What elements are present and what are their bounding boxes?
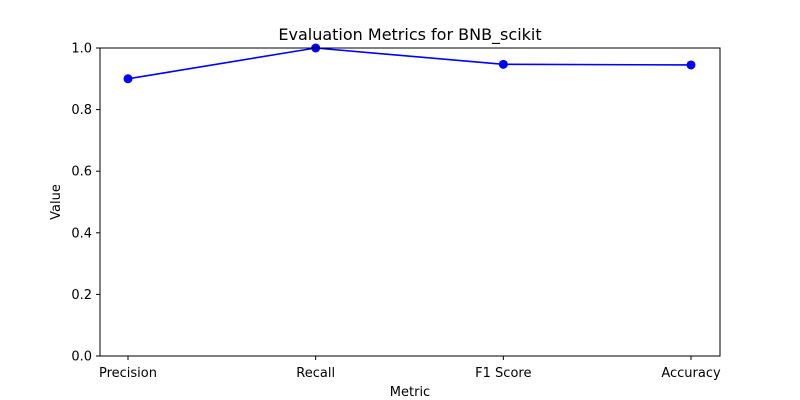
y-tick-label: 0.8: [71, 103, 92, 118]
y-tick-label: 0.4: [71, 226, 92, 241]
y-axis-label: Value: [49, 184, 64, 220]
y-tick-label: 1.0: [71, 42, 92, 57]
x-axis-ticks: Precision Recall F1 Score Accuracy: [99, 356, 721, 381]
x-tick-label: F1 Score: [475, 366, 531, 381]
x-tick-label: Recall: [296, 366, 335, 381]
x-axis-label: Metric: [390, 385, 430, 400]
data-point-precision: [123, 74, 133, 84]
plot-frame: [99, 47, 721, 357]
y-axis-ticks: 0.0 0.2 0.4 0.6 0.8 1.0: [71, 42, 100, 365]
series-line: [127, 47, 692, 80]
y-tick-label: 0.0: [71, 350, 92, 365]
x-tick-label: Precision: [99, 366, 157, 381]
y-tick-label: 0.2: [71, 288, 92, 303]
chart-title: Evaluation Metrics for BNB_scikit: [278, 25, 541, 45]
x-tick-label: Accuracy: [661, 366, 721, 381]
data-point-f1-score: [498, 59, 508, 69]
y-tick-label: 0.6: [71, 165, 92, 180]
data-point-accuracy: [686, 60, 696, 70]
